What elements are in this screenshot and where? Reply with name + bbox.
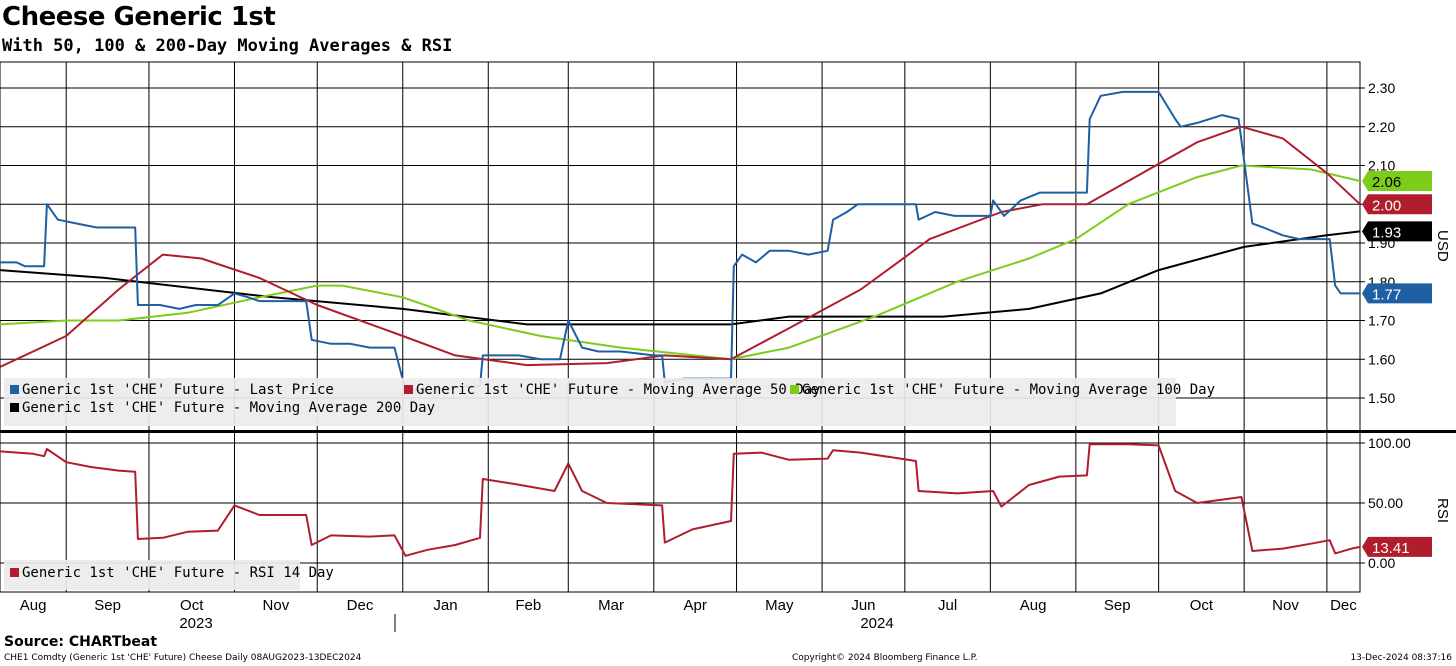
x-month-label: May <box>765 597 794 614</box>
legend-label: Generic 1st 'CHE' Future - Moving Averag… <box>416 382 821 398</box>
series-lines <box>0 90 1361 557</box>
rsi-legend-box <box>4 560 300 590</box>
last-price-last-value-box <box>1362 283 1432 304</box>
price-y-tick-label: 1.50 <box>1368 390 1395 406</box>
legend-label: Generic 1st 'CHE' Future - Moving Averag… <box>802 382 1215 398</box>
x-month-label: Oct <box>180 597 204 614</box>
price-y-tick-label: 1.70 <box>1368 313 1395 329</box>
ma200-last-value-box <box>1362 221 1432 242</box>
x-month-label: Jun <box>851 597 875 614</box>
footer-timestamp: 13-Dec-2024 08:37:16 <box>1350 653 1452 663</box>
x-month-label: Jul <box>938 597 957 614</box>
last-price-line <box>0 90 1360 392</box>
rsi-y-tick-label: 0.00 <box>1368 555 1395 571</box>
x-month-label: Sep <box>1104 597 1131 614</box>
legend-swatch <box>10 403 19 412</box>
legends: Generic 1st 'CHE' Future - Last Price Gen… <box>4 378 1215 590</box>
x-month-label: Sep <box>94 597 121 614</box>
x-month-label: Dec <box>1330 597 1357 614</box>
x-month-label: Aug <box>20 597 47 614</box>
price-y-tick-label: 1.60 <box>1368 351 1395 367</box>
rsi-y-tick-label: 100.00 <box>1368 435 1411 451</box>
x-month-label: Oct <box>1190 597 1214 614</box>
ma100-line <box>0 164 1361 361</box>
ma50-last-value-box <box>1362 194 1432 215</box>
ma100-last-value-box <box>1362 171 1432 191</box>
ma200-line <box>0 230 1361 326</box>
footer-copyright: Copyright© 2024 Bloomberg Finance L.P. <box>792 653 978 663</box>
ma100-last-value: 2.06 <box>1372 174 1401 191</box>
x-month-label: Nov <box>1272 597 1299 614</box>
legend-swatch <box>404 385 413 394</box>
chart-title: Cheese Generic 1st <box>2 2 276 32</box>
ma50-line <box>0 125 1361 368</box>
x-month-label: Nov <box>263 597 290 614</box>
x-month-label: Mar <box>598 597 624 614</box>
legend-swatch <box>790 385 799 394</box>
rsi-line <box>0 443 1361 557</box>
rsi-y-tick-label: 50.00 <box>1368 495 1403 511</box>
price-legend-box <box>4 378 1176 426</box>
legend-swatch <box>10 385 19 394</box>
grid-lines <box>0 61 1456 593</box>
x-year-label: 2023 <box>179 615 212 632</box>
rsi-y-axis-title: RSI <box>1434 498 1451 523</box>
last-price-last-value: 1.77 <box>1372 286 1401 303</box>
ma50-last-value: 2.00 <box>1372 197 1401 214</box>
legend-label: Generic 1st 'CHE' Future - Last Price <box>22 382 334 398</box>
ma200-last-value: 1.93 <box>1372 224 1401 241</box>
price-y-tick-label: 2.30 <box>1368 80 1395 96</box>
rsi-last-value-box <box>1362 536 1432 557</box>
price-y-axis-title: USD <box>1434 230 1451 262</box>
panel-separator <box>0 430 1456 433</box>
legend-label: Generic 1st 'CHE' Future - Moving Averag… <box>22 400 435 416</box>
x-month-label: Apr <box>684 597 707 614</box>
x-month-label: Aug <box>1020 597 1047 614</box>
chart-canvas: Generic 1st 'CHE' Future - Last Price Gen… <box>0 61 1456 632</box>
price-y-tick-label: 2.20 <box>1368 119 1395 135</box>
x-month-label: Dec <box>347 597 374 614</box>
rsi-last-value: 13.41 <box>1372 540 1410 557</box>
footer-ticker: CHE1 Comdty (Generic 1st 'CHE' Future) C… <box>4 653 362 663</box>
x-month-label: Jan <box>433 597 457 614</box>
chart-subtitle: With 50, 100 & 200-Day Moving Averages &… <box>2 36 453 56</box>
x-month-label: Feb <box>515 597 541 614</box>
x-year-label: 2024 <box>860 615 893 632</box>
price-y-tick-label: 2.10 <box>1368 158 1395 174</box>
legend-label: Generic 1st 'CHE' Future - RSI 14 Day <box>22 565 334 581</box>
axes: 1.501.601.701.801.902.002.102.202.300.00… <box>20 80 1451 632</box>
source-label: Source: CHARTbeat <box>4 634 158 650</box>
legend-swatch <box>10 568 19 577</box>
